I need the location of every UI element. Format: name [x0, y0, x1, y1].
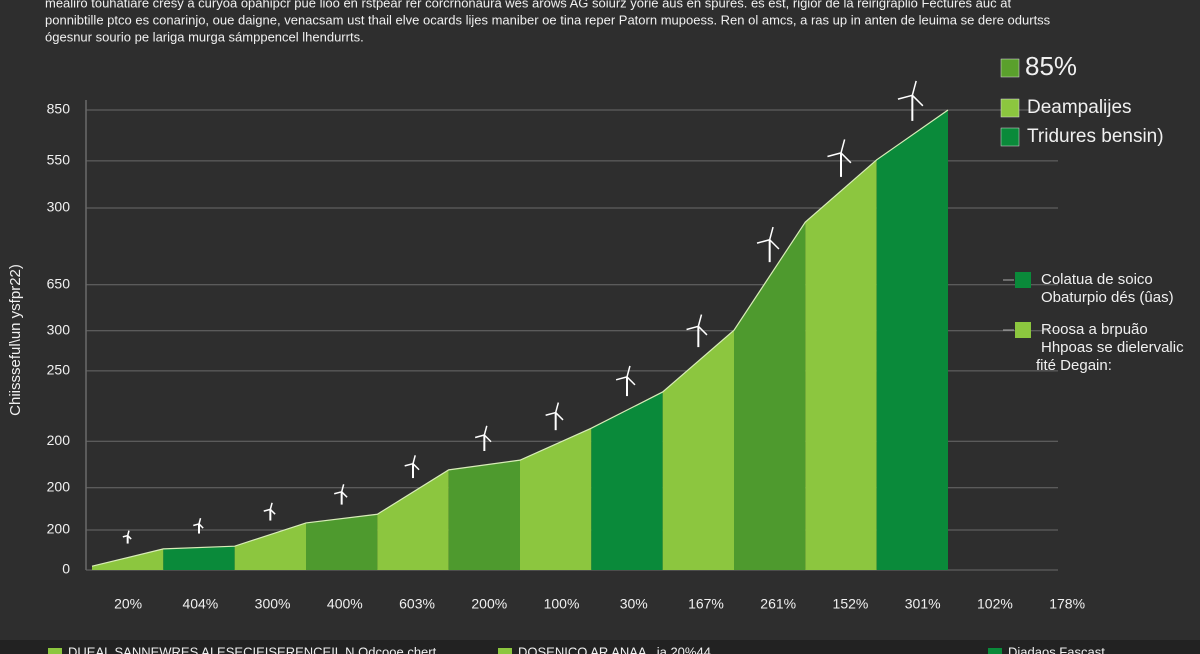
- turbine-blade: [193, 523, 200, 527]
- legend-swatch: [1000, 98, 1020, 118]
- x-tick-label: 100%: [544, 596, 580, 612]
- legend-swatch: [1015, 322, 1031, 338]
- turbine-blade: [756, 239, 770, 244]
- legend-label: Hhpoas se dielervalic: [1041, 339, 1184, 356]
- legend-label: Colatua de soico: [1041, 271, 1153, 288]
- turbine-blade: [127, 535, 132, 540]
- footer-swatch: [988, 648, 1002, 654]
- turbine-blade: [198, 518, 202, 525]
- y-tick-label: 300: [47, 199, 71, 215]
- legend-label: Tridures bensin): [1027, 126, 1164, 147]
- turbine-blade: [474, 434, 485, 439]
- area-segment: [234, 522, 306, 570]
- turbine-blade: [412, 463, 420, 471]
- footer-swatch: [48, 648, 62, 654]
- area-segment: [448, 460, 520, 570]
- turbine-blade: [198, 523, 204, 529]
- x-tick-label: 167%: [688, 596, 724, 612]
- turbine-blade: [686, 325, 699, 331]
- area-segment: [92, 548, 164, 570]
- turbine-blade: [263, 508, 271, 512]
- turbine-blade: [340, 484, 345, 492]
- area-segment: [306, 514, 378, 570]
- header-line: ponnibtille ptco es conarinjo, oue daign…: [45, 12, 1051, 27]
- legend-label: Deampalijes: [1027, 97, 1132, 118]
- turbine-blade: [769, 239, 780, 250]
- footer-label: Diadaos Fascast: [1008, 644, 1105, 654]
- turbine-blade: [269, 502, 273, 510]
- legend-label: Roosa a brpuão: [1041, 321, 1148, 338]
- area-segment: [662, 330, 734, 570]
- turbine-blade: [768, 226, 774, 240]
- header-line: ógesnur sourio pe lariga murga sámppence…: [45, 29, 364, 44]
- area-segment: [520, 428, 592, 570]
- area-outline: [91, 109, 949, 567]
- legend-swatch: [1000, 127, 1020, 147]
- area-segment: [805, 159, 877, 570]
- y-tick-label: 200: [47, 432, 71, 448]
- y-tick-label: 300: [47, 322, 71, 338]
- footer-label: DOSENICO AR ANAA ..ia 20%44: [518, 644, 711, 654]
- legend-label: Obaturpio dés (ûas): [1041, 289, 1174, 306]
- legend-swatch: [1000, 58, 1020, 78]
- x-tick-label: 400%: [327, 596, 363, 612]
- footer-swatch: [498, 648, 512, 654]
- turbine-blade: [122, 534, 128, 538]
- turbine-blade: [483, 425, 488, 436]
- turbine-blade: [626, 376, 636, 386]
- y-tick-label: 650: [47, 276, 71, 292]
- area-segment: [163, 546, 235, 570]
- turbine-blade: [483, 434, 492, 443]
- header-line: mealiro touhatiare crésy a curyoa opahip…: [45, 0, 1011, 10]
- turbine-blade: [126, 530, 130, 536]
- x-tick-label: 30%: [620, 596, 648, 612]
- x-tick-label: 200%: [471, 596, 507, 612]
- turbine-blade: [615, 376, 628, 381]
- turbine-blade: [697, 314, 703, 327]
- y-tick-label: 0: [62, 561, 70, 577]
- x-tick-label: 404%: [182, 596, 218, 612]
- footer-label: DUEAL SANNEWRES AI ESECIEISERENCEIL N.Od…: [68, 644, 437, 654]
- turbine-blade: [827, 152, 842, 158]
- turbine-blade: [545, 411, 556, 416]
- x-tick-label: 152%: [833, 596, 869, 612]
- turbine-blade: [341, 491, 348, 498]
- x-tick-label: 603%: [399, 596, 435, 612]
- turbine-blade: [334, 491, 342, 495]
- x-tick-label: 102%: [977, 596, 1013, 612]
- y-tick-label: 200: [47, 478, 71, 494]
- turbine-blade: [555, 412, 564, 421]
- x-tick-label: 300%: [255, 596, 291, 612]
- y-tick-label: 550: [47, 152, 71, 168]
- turbine-blade: [897, 94, 913, 100]
- turbine-blade: [911, 94, 924, 107]
- turbine-blade: [840, 139, 846, 154]
- y-tick-label: 200: [47, 521, 71, 537]
- legend-label: 85%: [1025, 51, 1077, 81]
- x-tick-label: 178%: [1049, 596, 1085, 612]
- legend-label: fité Degain:: [1036, 357, 1112, 374]
- y-tick-label: 250: [47, 362, 71, 378]
- turbine-blade: [412, 455, 416, 464]
- turbine-blade: [911, 80, 917, 96]
- turbine-blade: [404, 462, 414, 467]
- area-segment: [591, 391, 663, 570]
- legend-swatch: [1015, 272, 1031, 288]
- x-tick-label: 301%: [905, 596, 941, 612]
- turbine-blade: [554, 402, 560, 413]
- footer-band: [0, 640, 1200, 654]
- x-tick-label: 261%: [760, 596, 796, 612]
- area-segment: [876, 110, 948, 570]
- turbine-blade: [269, 508, 276, 515]
- area-segment: [377, 469, 449, 570]
- y-axis-label: Chiissseful\un ysfpr22): [7, 264, 24, 416]
- turbine-blade: [697, 325, 708, 336]
- turbine-blade: [626, 365, 631, 378]
- x-tick-label: 20%: [114, 596, 142, 612]
- turbine-blade: [840, 152, 852, 164]
- y-tick-label: 850: [47, 101, 71, 117]
- area-segment: [734, 222, 806, 570]
